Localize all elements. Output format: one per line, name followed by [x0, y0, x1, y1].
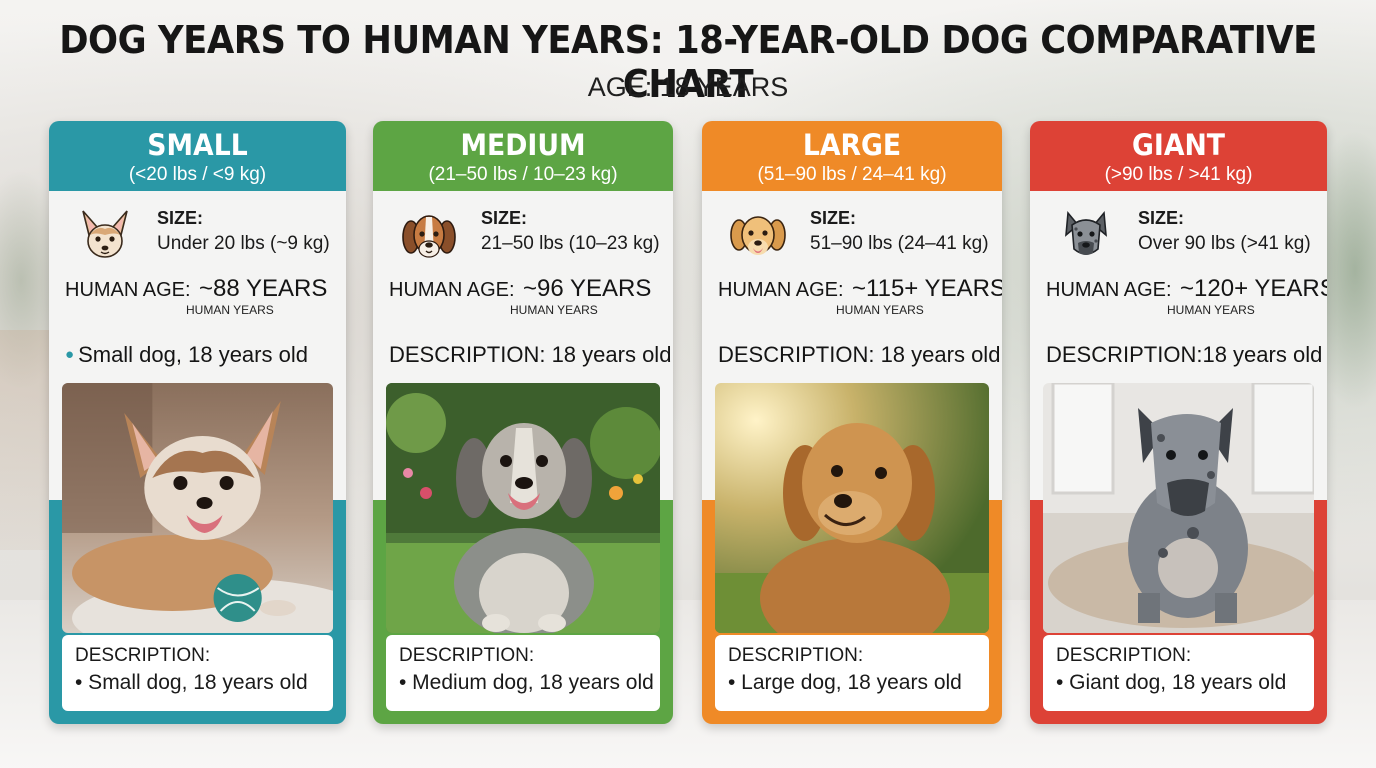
- human-age: HUMAN AGE: ~88 YEARS: [65, 275, 327, 303]
- card-header: LARGE (51–90 lbs / 24–41 kg): [702, 121, 1002, 191]
- chihuahua-icon: [82, 210, 128, 258]
- beagle-icon: [402, 215, 456, 258]
- description-text: • Small dog, 18 years old: [75, 671, 308, 694]
- description-text: • Large dog, 18 years old: [728, 671, 962, 694]
- page-subtitle: AGE: 18 YEARS: [587, 72, 789, 102]
- card-header: GIANT (>90 lbs / >41 kg): [1030, 121, 1327, 191]
- card-giant: GIANT (>90 lbs / >41 kg) SIZE: Over 90 l…: [1030, 121, 1327, 724]
- dog-photo-chihuahua: [62, 383, 333, 633]
- human-age: HUMAN AGE: ~96 YEARS: [389, 275, 651, 303]
- description-line: DESCRIPTION:18 years old: [1046, 342, 1323, 367]
- card-medium: MEDIUM (21–50 lbs / 10–23 kg) SIZE: 21–5…: [373, 121, 673, 724]
- card-title: GIANT: [1131, 128, 1226, 162]
- human-age-value: ~120+ YEARS: [1180, 275, 1327, 302]
- size-value: 51–90 lbs (24–41 kg): [810, 233, 989, 254]
- description-line: ● Small dog, 18 years old: [65, 342, 308, 368]
- human-age: HUMAN AGE: ~115+ YEARS: [718, 275, 1002, 303]
- card-title: MEDIUM: [460, 128, 586, 162]
- description-box: DESCRIPTION: • Small dog, 18 years old: [62, 635, 333, 711]
- description-label: DESCRIPTION:: [399, 645, 535, 666]
- card-title: LARGE: [802, 128, 902, 162]
- human-age-label: HUMAN AGE:: [718, 279, 844, 301]
- info-panel: SIZE: Under 20 lbs (~9 kg) HUMAN AGE: ~8…: [49, 191, 346, 500]
- card-weight-range: (51–90 lbs / 24–41 kg): [757, 164, 947, 185]
- size-value: 21–50 lbs (10–23 kg): [481, 233, 660, 254]
- description-box: DESCRIPTION: • Giant dog, 18 years old: [1043, 635, 1314, 711]
- human-age-value: ~115+ YEARS: [852, 275, 1002, 302]
- human-years-caption: HUMAN YEARS: [510, 303, 598, 317]
- description-box: DESCRIPTION: • Medium dog, 18 years old: [386, 635, 660, 711]
- description-line: DESCRIPTION: 18 years old: [389, 342, 672, 367]
- human-age-label: HUMAN AGE:: [389, 279, 515, 301]
- size-value: Under 20 lbs (~9 kg): [157, 233, 330, 254]
- description-label: DESCRIPTION:: [75, 645, 211, 666]
- golden-retriever-icon: [730, 216, 786, 255]
- card-header: MEDIUM (21–50 lbs / 10–23 kg): [373, 121, 673, 191]
- page-title: DOG YEARS TO HUMAN YEARS: 18-YEAR-OLD DO…: [59, 18, 1317, 106]
- bullet-icon: ●: [65, 346, 75, 363]
- card-header: SMALL (<20 lbs / <9 kg): [49, 121, 346, 191]
- description-text: • Giant dog, 18 years old: [1056, 671, 1287, 694]
- size-label: SIZE:: [810, 208, 857, 228]
- card-large: LARGE (51–90 lbs / 24–41 kg) SIZE: 51–90…: [702, 121, 1002, 724]
- human-age-value: ~96 YEARS: [523, 275, 652, 302]
- description-label: DESCRIPTION:: [1056, 645, 1192, 666]
- dog-photo-golden-retriever: [715, 383, 989, 633]
- size-label: SIZE:: [157, 208, 204, 228]
- human-years-caption: HUMAN YEARS: [186, 303, 274, 317]
- human-age-value: ~88 YEARS: [199, 275, 328, 302]
- card-title: SMALL: [147, 128, 248, 162]
- card-weight-range: (>90 lbs / >41 kg): [1104, 164, 1253, 185]
- size-label: SIZE:: [1138, 208, 1185, 228]
- dog-photo-beagle: [386, 383, 660, 633]
- size-label: SIZE:: [481, 208, 528, 228]
- dog-photo-great-dane: [1043, 383, 1314, 633]
- great-dane-icon: [1065, 211, 1107, 255]
- card-weight-range: (<20 lbs / <9 kg): [128, 164, 267, 185]
- size-value: Over 90 lbs (>41 kg): [1138, 233, 1311, 254]
- human-years-caption: HUMAN YEARS: [836, 303, 924, 317]
- card-small: SMALL (<20 lbs / <9 kg) SIZE: Under 20 l…: [49, 121, 346, 724]
- description-box: DESCRIPTION: • Large dog, 18 years old: [715, 635, 989, 711]
- description-line-text: Small dog, 18 years old: [78, 342, 308, 367]
- background-shelf: [0, 330, 50, 550]
- human-years-caption: HUMAN YEARS: [1167, 303, 1255, 317]
- card-weight-range: (21–50 lbs / 10–23 kg): [428, 164, 618, 185]
- human-age-label: HUMAN AGE:: [1046, 279, 1172, 301]
- human-age-label: HUMAN AGE:: [65, 279, 191, 301]
- description-line: DESCRIPTION: 18 years old: [718, 342, 1001, 367]
- human-age: HUMAN AGE: ~120+ YEARS: [1046, 275, 1327, 303]
- description-text: • Medium dog, 18 years old: [399, 671, 654, 694]
- description-label: DESCRIPTION:: [728, 645, 864, 666]
